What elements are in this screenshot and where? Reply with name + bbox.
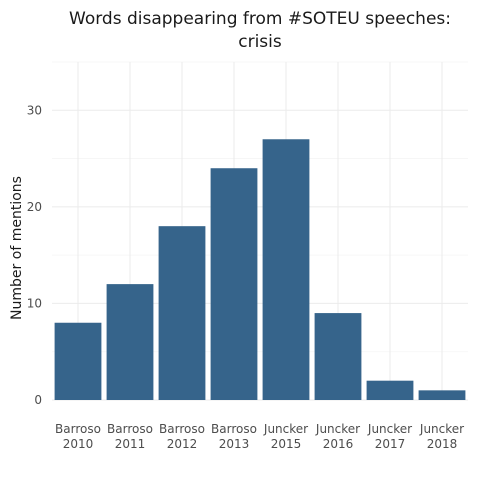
bars bbox=[54, 139, 466, 400]
x-tick-label: Juncker 2015 bbox=[263, 422, 308, 451]
bar bbox=[106, 284, 154, 400]
bar bbox=[366, 380, 414, 400]
bar bbox=[54, 322, 102, 400]
y-axis-label: Number of mentions bbox=[9, 176, 25, 320]
bar bbox=[158, 226, 206, 400]
x-tick-label: Barroso 2013 bbox=[211, 422, 257, 451]
y-tick-label: 30 bbox=[27, 103, 42, 117]
y-axis-ticks: 0 10 20 30 bbox=[27, 103, 42, 407]
chart-subtitle: crisis bbox=[238, 32, 282, 52]
x-tick-label: Juncker 2018 bbox=[419, 422, 464, 451]
x-tick-label: Barroso 2011 bbox=[107, 422, 153, 451]
y-tick-label: 20 bbox=[27, 200, 42, 214]
y-tick-label: 0 bbox=[34, 393, 42, 407]
x-tick-label: Barroso 2012 bbox=[159, 422, 205, 451]
bar bbox=[418, 390, 466, 400]
bar bbox=[210, 168, 258, 400]
bar bbox=[262, 139, 310, 400]
x-tick-label: Juncker 2017 bbox=[367, 422, 412, 451]
bar bbox=[314, 313, 362, 400]
x-tick-label: Barroso 2010 bbox=[55, 422, 101, 451]
x-tick-label: Juncker 2016 bbox=[315, 422, 360, 451]
y-tick-label: 10 bbox=[27, 296, 42, 310]
chart-title: Words disappearing from #SOTEU speeches: bbox=[69, 9, 451, 29]
